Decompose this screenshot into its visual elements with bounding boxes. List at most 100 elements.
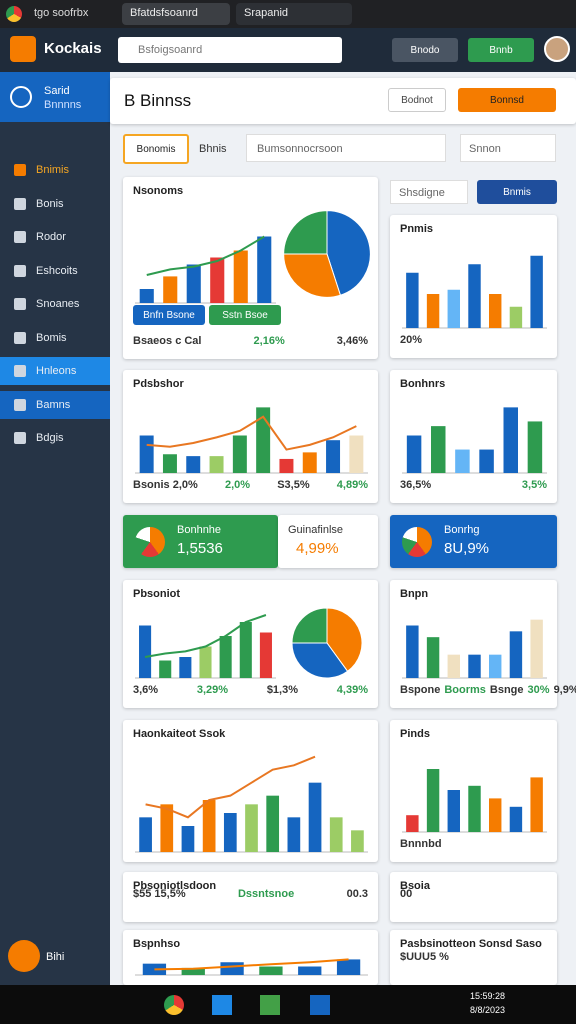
bar: [426, 294, 440, 328]
taskbar-icon[interactable]: [260, 995, 280, 1015]
bar: [163, 276, 178, 303]
filter-tab[interactable]: Bonomis: [123, 134, 189, 164]
bar: [503, 407, 518, 473]
bar: [139, 435, 154, 473]
stat-row: 3,6% 3,29% $1,3% 4,39%: [133, 684, 368, 696]
header-button[interactable]: Bnodo: [392, 38, 458, 62]
nav-item[interactable]: Bomis: [0, 324, 110, 352]
card-chart: [135, 407, 368, 474]
nav-icon: [14, 331, 26, 344]
card: Pinds Bnnnbd: [390, 720, 557, 862]
bar: [308, 782, 322, 852]
bar: [530, 255, 543, 328]
nav-item[interactable]: Snoanes: [0, 290, 110, 318]
filter-select[interactable]: Snnon: [460, 134, 556, 162]
stat: 00: [400, 888, 413, 900]
browser-icon: [6, 6, 22, 22]
bar: [426, 769, 440, 832]
right-input[interactable]: Shsdigne: [390, 180, 468, 204]
header-button[interactable]: Bnnb: [468, 38, 534, 62]
banner: Guinafinlse 4,99%: [278, 515, 378, 568]
bar: [239, 622, 252, 678]
card: Pnmis 20%: [390, 215, 557, 358]
card-title: Haonkaiteot Ssok: [133, 728, 226, 740]
stat: Bsaeos c Cal: [133, 335, 202, 347]
action-button[interactable]: Bonnsd: [458, 88, 556, 112]
card-title: Bspnhso: [133, 938, 181, 950]
bar: [139, 817, 152, 852]
tab[interactable]: tgo soofrbx: [34, 7, 89, 19]
nav-label: Snoanes: [36, 298, 80, 310]
taskbar-icon[interactable]: [164, 995, 184, 1015]
nav-item[interactable]: Bnimis: [0, 156, 110, 184]
bar: [160, 804, 174, 852]
bar: [527, 421, 543, 473]
tab[interactable]: Srapanid: [236, 3, 352, 25]
footer-icon[interactable]: [8, 940, 40, 972]
bar: [298, 966, 322, 975]
nav-item[interactable]: Hnleons: [0, 357, 110, 385]
right-button[interactable]: Bnmis: [477, 180, 557, 204]
bar: [279, 458, 294, 473]
bar: [406, 435, 422, 473]
card: Bsoia 00: [390, 872, 557, 922]
tab[interactable]: Bfatdsfsoanrd: [122, 3, 230, 25]
stat: Bsnge: [489, 684, 524, 696]
stat: 3,6%: [133, 684, 159, 696]
legend-button[interactable]: Bnfn Bsone: [133, 305, 205, 325]
clock-date: 8/8/2023: [470, 1005, 506, 1015]
nav-label: Bamns: [36, 398, 71, 411]
legend-button[interactable]: Sstn Bsoe: [209, 305, 281, 325]
logo-text: Kockais: [44, 40, 102, 57]
filter-search[interactable]: Bumsonnocrsoon: [246, 134, 446, 162]
nav-icon: [14, 432, 26, 444]
stat: $UUU5 %: [400, 951, 449, 963]
filter-tab[interactable]: Bhnis: [199, 143, 227, 155]
page-title: B Binnss: [124, 91, 192, 110]
bar: [142, 963, 167, 975]
taskbar: 15:59:28 8/8/2023: [0, 985, 576, 1024]
bar: [349, 435, 364, 473]
bar: [233, 250, 248, 303]
bar: [259, 966, 283, 975]
stat-row: Bnnnbd: [400, 838, 547, 850]
taskbar-icon[interactable]: [310, 995, 330, 1015]
stat-row: $55 15,5% Dssntsnoe 00.3: [133, 888, 368, 900]
stat: 00.3: [346, 888, 368, 900]
profile: Sarid Bnnnns: [0, 72, 110, 122]
nav-item[interactable]: Bamns: [0, 390, 110, 419]
stat: 30%: [527, 684, 550, 696]
nav-icon: [14, 231, 26, 243]
taskbar-icon[interactable]: [212, 995, 232, 1015]
nav-item[interactable]: Rodor: [0, 223, 110, 251]
avatar[interactable]: [544, 36, 570, 62]
nav-icon: [14, 365, 26, 377]
bar: [431, 426, 446, 473]
stat-row: 00: [400, 888, 547, 900]
card-chart: [402, 407, 547, 474]
card-title: Bonhnrs: [400, 378, 446, 390]
stat: 3,46%: [336, 335, 368, 347]
stat: 2,16%: [253, 335, 285, 347]
profile-role: Bnnnns: [44, 99, 82, 111]
bar: [326, 440, 341, 473]
stat-row: Bsonis 2,0% 2,0% S3,5% 4,89%: [133, 479, 368, 491]
nav-item[interactable]: Eshcoits: [0, 257, 110, 285]
stat: $55 15,5%: [133, 888, 186, 900]
stat: Boorms: [444, 684, 486, 696]
card-title: Bsoia: [400, 880, 430, 892]
bar: [351, 830, 364, 852]
nav-item[interactable]: Bdgis: [0, 424, 110, 452]
nav-item[interactable]: Bonis: [0, 190, 110, 218]
sidebar: Sarid Bnnnns Bihi Bnimis Bonis Rodor Eshcoi…: [0, 72, 110, 985]
clock-time: 15:59:28: [470, 991, 506, 1001]
card-chart: [135, 755, 368, 853]
banner: Bonrhg 8U,9%: [390, 515, 557, 568]
search-box[interactable]: Bsfoigsoanrd: [118, 37, 342, 63]
stat: Dssntsnoe: [237, 888, 295, 900]
nav-label: Bonis: [36, 197, 64, 210]
action-button[interactable]: Bodnot: [388, 88, 446, 112]
